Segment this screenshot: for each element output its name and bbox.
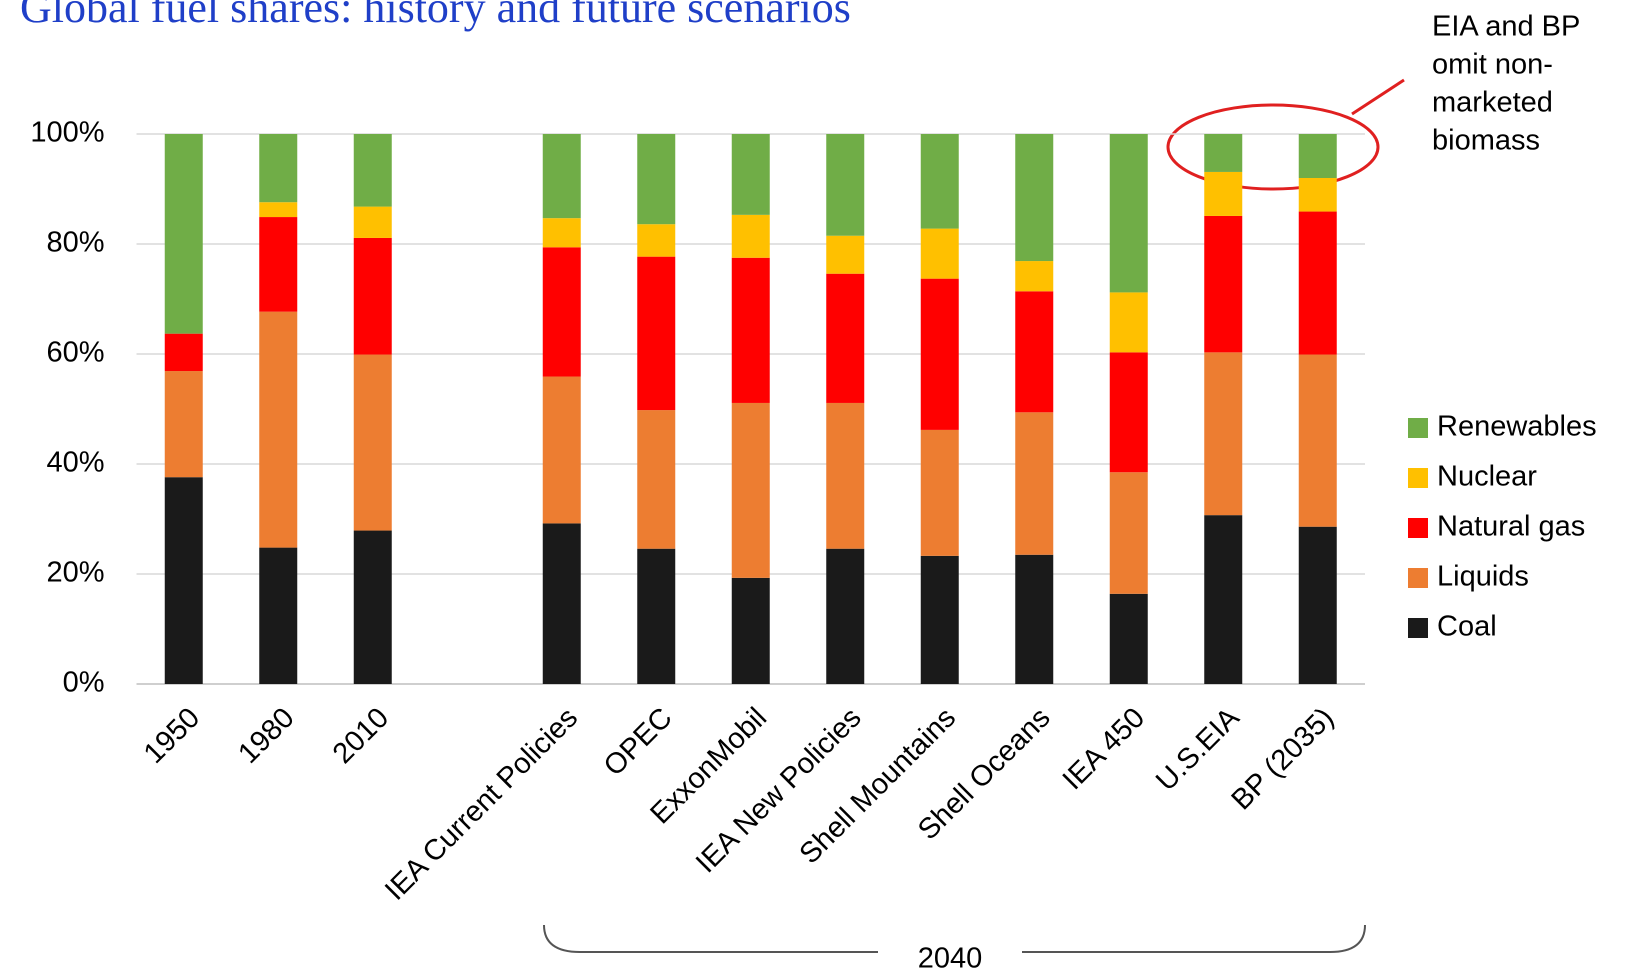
bar-segment xyxy=(1204,134,1243,172)
x-tick-label: IEA Current Policies xyxy=(379,702,584,907)
bar-segment xyxy=(259,547,298,684)
chart-title: Global fuel shares: history and future s… xyxy=(20,0,851,32)
group-bracket xyxy=(543,924,1366,953)
bar-segment xyxy=(920,278,959,430)
bar-segment xyxy=(731,134,770,215)
bar-segment xyxy=(920,429,959,556)
bar-segment xyxy=(920,555,959,684)
bar-segment xyxy=(542,523,581,684)
bar-segment xyxy=(164,477,203,684)
bar-segment xyxy=(542,247,581,377)
bar-segment xyxy=(259,134,298,203)
x-tick-label: OPEC xyxy=(598,702,679,783)
y-tick-label: 40% xyxy=(46,447,104,479)
bar-segment xyxy=(542,218,581,248)
bar-segment xyxy=(826,273,865,403)
bar-segment xyxy=(1109,472,1148,594)
bar-segment xyxy=(637,410,676,549)
bar-segment xyxy=(1204,215,1243,353)
bar-segment xyxy=(353,206,392,238)
legend-swatch xyxy=(1408,418,1428,438)
bar-segment xyxy=(1204,515,1243,684)
bar-segment xyxy=(1015,261,1054,292)
y-tick-label: 60% xyxy=(46,337,104,369)
bar-segment xyxy=(1109,292,1148,353)
annotation: EIA and BP xyxy=(1432,11,1580,43)
group-label: 2040 xyxy=(918,943,983,971)
legend-swatch xyxy=(1408,568,1428,588)
bar-segment xyxy=(353,237,392,355)
bar-segment xyxy=(1204,171,1243,216)
bar-segment xyxy=(353,134,392,207)
x-tick-label: IEA New Policies xyxy=(690,702,868,880)
x-tick-label: IEA 450 xyxy=(1057,702,1151,796)
bar-segment xyxy=(1204,352,1243,516)
bar-segment xyxy=(1015,291,1054,413)
bar-segment xyxy=(1015,134,1054,262)
legend-swatch xyxy=(1408,468,1428,488)
bar-segment xyxy=(731,577,770,684)
y-tick-label: 0% xyxy=(63,667,105,699)
bar-segment xyxy=(1298,134,1337,178)
bar-segment xyxy=(259,202,298,218)
bar-segment xyxy=(164,371,203,478)
y-tick-label: 20% xyxy=(46,557,104,589)
highlight-ellipse xyxy=(1166,103,1380,191)
legend-label: Renewables xyxy=(1437,411,1597,443)
bar-segment xyxy=(637,548,676,684)
bar-segment xyxy=(637,134,676,225)
annotation: marketed xyxy=(1432,87,1553,119)
bar-segment xyxy=(826,235,865,274)
bar-segment xyxy=(731,402,770,578)
bar-segment xyxy=(353,530,392,684)
bar-segment xyxy=(542,376,581,524)
bar-segment xyxy=(1298,526,1337,684)
bar-segment xyxy=(920,228,959,279)
annotation: omit non- xyxy=(1432,49,1553,81)
annotation: biomass xyxy=(1432,125,1540,157)
legend-label: Nuclear xyxy=(1437,461,1537,493)
bar-segment xyxy=(353,354,392,531)
bar-segment xyxy=(920,134,959,229)
bar-segment xyxy=(1298,178,1337,212)
annotation-pointer xyxy=(1351,78,1405,116)
x-tick-label: 1980 xyxy=(232,702,300,770)
bar-segment xyxy=(731,214,770,258)
bar-segment xyxy=(826,402,865,549)
bar-segment xyxy=(1109,593,1148,684)
legend-swatch xyxy=(1408,518,1428,538)
legend-label: Liquids xyxy=(1437,561,1529,593)
legend-label: Natural gas xyxy=(1437,511,1585,543)
bar-segment xyxy=(259,311,298,548)
bar-segment xyxy=(637,224,676,257)
bar-segment xyxy=(731,257,770,403)
bar-segment xyxy=(1109,134,1148,293)
bar-segment xyxy=(164,134,203,334)
bar-segment xyxy=(826,548,865,684)
bar-segment xyxy=(637,256,676,411)
y-tick-label: 80% xyxy=(46,227,104,259)
bar-segment xyxy=(1109,352,1148,473)
x-tick-label: 2010 xyxy=(327,702,395,770)
legend-swatch xyxy=(1408,618,1428,638)
bar-segment xyxy=(826,134,865,236)
bar-segment xyxy=(164,333,203,372)
x-tick-label: 1950 xyxy=(138,702,206,770)
bar-segment xyxy=(542,134,581,219)
bar-segment xyxy=(1015,412,1054,555)
x-tick-label: U.S.EIA xyxy=(1150,701,1246,797)
bar-segment xyxy=(259,217,298,312)
bar-segment xyxy=(1298,211,1337,355)
bar-segment xyxy=(1015,554,1054,684)
bar-segment xyxy=(1298,354,1337,527)
legend-label: Coal xyxy=(1437,611,1497,643)
y-tick-label: 100% xyxy=(30,117,104,149)
x-tick-label: BP (2035) xyxy=(1226,702,1341,817)
